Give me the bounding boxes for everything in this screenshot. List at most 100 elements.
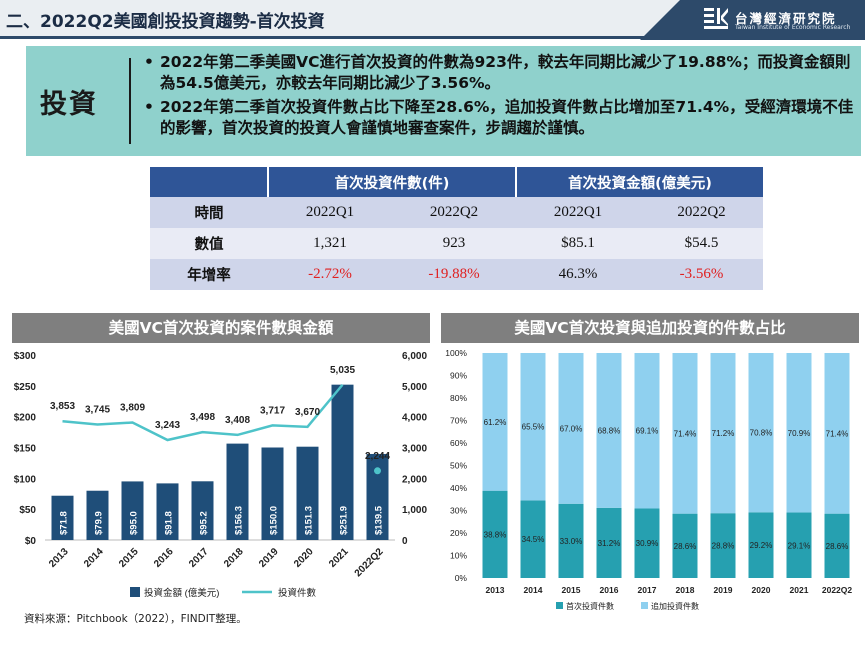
bar-segment-follow xyxy=(558,353,584,504)
logo-name: 台灣經濟研究院 xyxy=(735,11,837,26)
legend-swatch-bar xyxy=(130,587,140,597)
x-tick-label: 2016 xyxy=(152,546,176,570)
bar-value-label: 69.1% xyxy=(636,427,659,436)
bar-value-label: $71.8 xyxy=(59,511,70,535)
table-row-label: 年增率 xyxy=(150,259,268,290)
summary-bullet-text: 2022年第二季美國VC進行首次投資的件數為923件，較去年同期比減少了19.8… xyxy=(160,53,851,92)
bar-segment-first xyxy=(634,508,660,578)
line-value-label: 3,853 xyxy=(50,401,75,412)
chart2-title: 美國VC首次投資與追加投資的件數占比 xyxy=(441,313,859,343)
x-tick-label: 2016 xyxy=(600,585,619,595)
summary-bullet: • 2022年第二季美國VC進行首次投資的件數為923件，較去年同期比減少了19.… xyxy=(144,52,856,93)
bar-segment-first xyxy=(672,513,698,578)
share-stacked-chart: 0% 10% 20% 30% 40% 50% 60% 70% 80% 90% 100% 38.8% 61… xyxy=(445,348,852,611)
summary-bullets: • 2022年第二季美國VC進行首次投資的件數為923件，較去年同期比減少了19.… xyxy=(144,52,856,142)
bar-value-label: 28.6% xyxy=(674,542,697,551)
y-right-tick-label: 5,000 xyxy=(402,382,427,393)
bar-value-label: 70.8% xyxy=(750,429,773,438)
y-right-tick-label: 2,000 xyxy=(402,474,427,485)
legend-swatch-follow xyxy=(641,602,648,609)
cases-amount-combo-chart: $0 $50 $100 $150 $200 $250 $300 0 1,000 2,000 3,00… xyxy=(14,351,428,599)
bar-value-label: $139.5 xyxy=(374,505,385,535)
bar-value-label: $95.0 xyxy=(129,511,140,535)
table-row: 時間 2022Q1 2022Q2 2022Q1 2022Q2 xyxy=(150,197,764,228)
bar-segment-follow xyxy=(710,353,736,514)
bar-value-label: 28.6% xyxy=(826,542,849,551)
line-value-label: 5,035 xyxy=(330,365,355,376)
table-row-label: 數值 xyxy=(150,228,268,259)
table-group-header: 首次投資金額(億美元) xyxy=(515,167,764,197)
x-tick-label: 2021 xyxy=(790,585,809,595)
bar-value-label: 31.2% xyxy=(598,539,621,548)
y-tick-label: 70% xyxy=(450,416,467,426)
y-left-tick-label: $200 xyxy=(14,413,37,424)
table-cell: 923 xyxy=(392,228,517,259)
y-tick-label: 20% xyxy=(450,528,467,538)
header-band xyxy=(640,0,865,40)
bar-segment-first xyxy=(520,500,546,578)
bar-value-label: 71.4% xyxy=(826,429,849,438)
summary-bullet-text: 2022年第二季首次投資件數占比下降至28.6%，追加投資件數占比增加至71.4… xyxy=(160,98,854,137)
y-right-tick-label: 4,000 xyxy=(402,413,427,424)
table-header-row: 首次投資件數(件) 首次投資金額(億美元) xyxy=(150,167,764,197)
bar-segment-first xyxy=(596,507,622,578)
bar-amount xyxy=(191,481,214,540)
bullet-dot-icon: • xyxy=(144,53,154,71)
line-value-label: 3,745 xyxy=(85,405,110,416)
legend-swatch-first xyxy=(556,602,563,609)
x-tick-label: 2019 xyxy=(257,546,281,570)
bar-value-label: 71.2% xyxy=(712,429,735,438)
table-cell: -3.56% xyxy=(640,259,764,290)
bar-value-label: 30.9% xyxy=(636,539,659,548)
bar-amount xyxy=(156,483,179,540)
bar-segment-first xyxy=(710,513,736,578)
bar-segment-first xyxy=(824,513,850,578)
line-value-label: 3,408 xyxy=(225,415,250,426)
x-tick-label: 2013 xyxy=(47,546,71,570)
y-right-tick-label: 0 xyxy=(402,536,408,547)
institute-logo: 台灣經濟研究院 Taiwan Institute of Economic Res… xyxy=(703,6,863,36)
table-cell: 2022Q2 xyxy=(640,197,764,228)
bar-amount xyxy=(226,443,249,540)
source-note: 資料來源：Pitchbook（2022），FINDIT整理。 xyxy=(24,613,247,625)
y-left-tick-label: $150 xyxy=(14,444,37,455)
x-tick-label: 2015 xyxy=(562,585,581,595)
table-row-label: 時間 xyxy=(150,197,268,228)
table-row: 數值 1,321 923 $85.1 $54.5 xyxy=(150,228,764,259)
line-value-label: 3,243 xyxy=(155,420,180,431)
bar-value-label: 67.0% xyxy=(560,424,583,433)
y-left-tick-label: $250 xyxy=(14,382,37,393)
table-cell: 2022Q2 xyxy=(392,197,517,228)
table-cell: -2.72% xyxy=(268,259,392,290)
y-right-tick-label: 3,000 xyxy=(402,444,427,455)
x-tick-label: 2013 xyxy=(486,585,505,595)
bar-value-label: $91.8 xyxy=(164,511,175,535)
bar-segment-follow xyxy=(634,353,660,509)
bar-segment-follow xyxy=(520,353,546,501)
x-tick-label: 2015 xyxy=(117,546,141,570)
table-row: 年增率 -2.72% -19.88% 46.3% -3.56% xyxy=(150,259,764,290)
line-value-label: 3,498 xyxy=(190,412,215,423)
summary-label: 投資 xyxy=(40,89,98,120)
table-group-header: 首次投資件數(件) xyxy=(266,167,517,197)
y-tick-label: 100% xyxy=(445,348,467,358)
x-tick-label: 2019 xyxy=(714,585,733,595)
y-tick-label: 80% xyxy=(450,393,467,403)
x-tick-label: 2018 xyxy=(676,585,695,595)
bar-amount xyxy=(51,495,74,540)
x-tick-label: 2018 xyxy=(222,546,246,570)
logo-english-name: Taiwan Institute of Economic Research xyxy=(735,24,851,31)
bar-amount xyxy=(121,481,144,540)
bar-segment-follow xyxy=(482,353,508,491)
x-tick-label: 2017 xyxy=(638,585,657,595)
bar-value-label: $79.9 xyxy=(94,511,105,535)
header-bar xyxy=(0,0,700,36)
x-tick-label: 2021 xyxy=(327,546,351,570)
y-left-tick-label: $300 xyxy=(14,351,37,362)
bar-amount xyxy=(296,446,319,540)
bar-value-label: 71.4% xyxy=(674,429,697,438)
bar-value-label: $95.2 xyxy=(199,511,210,535)
line-value-label: 3,809 xyxy=(120,403,145,414)
bar-value-label: 29.1% xyxy=(788,541,811,550)
bar-value-label: 61.2% xyxy=(484,418,507,427)
